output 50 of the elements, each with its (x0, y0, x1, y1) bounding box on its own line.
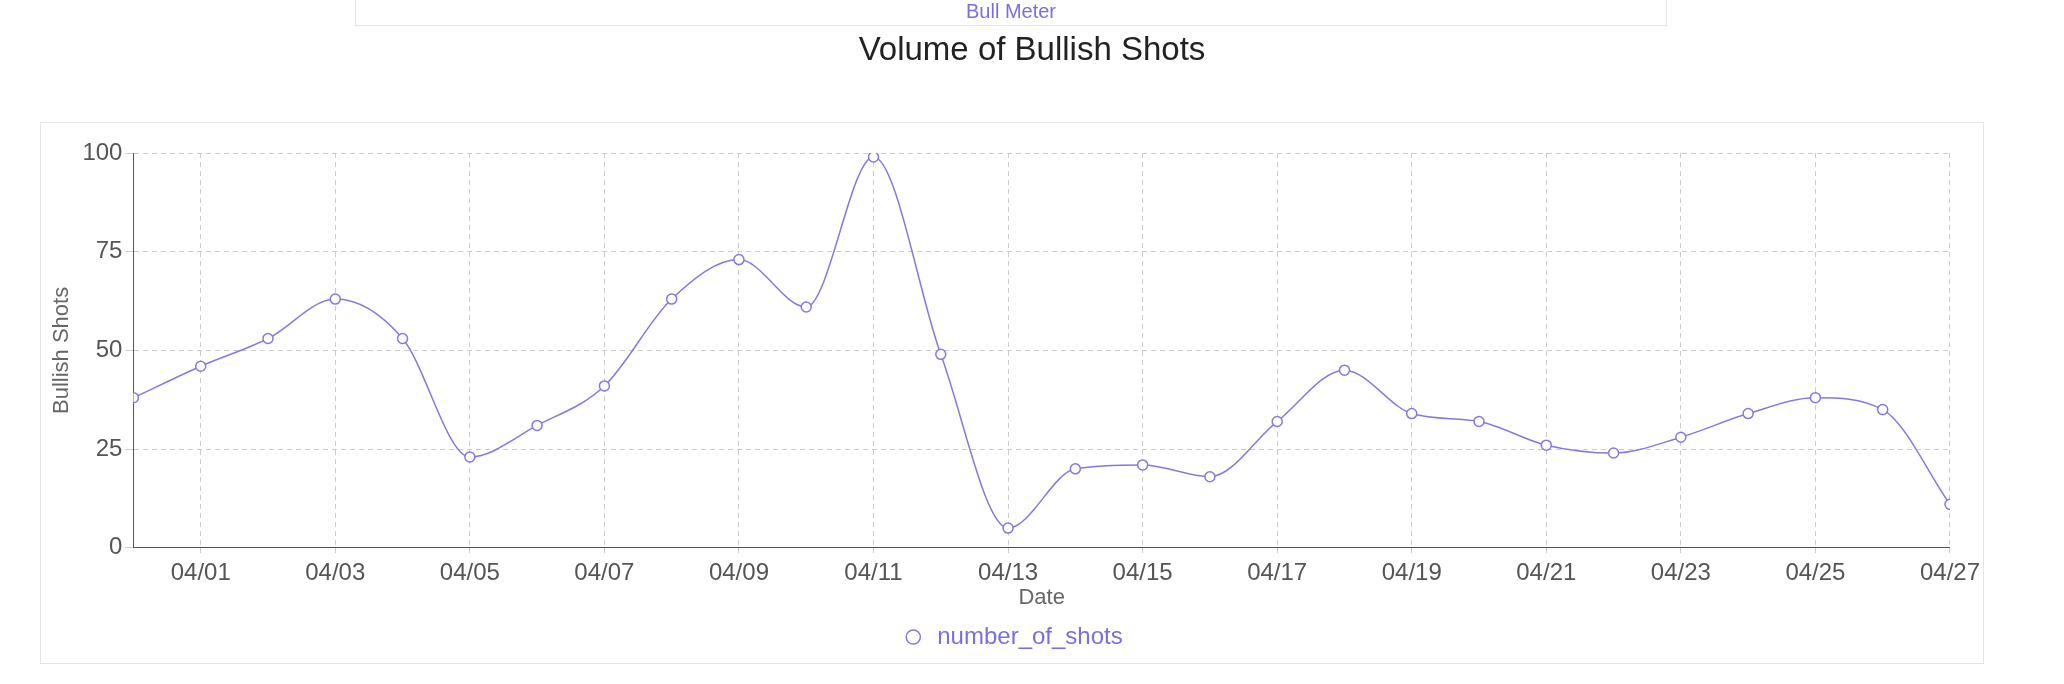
point (1675, 431, 1687, 444)
x-tick-label: 04/05 (439, 557, 500, 585)
y-axis-title: Bullish Shots (48, 286, 74, 414)
point (194, 360, 207, 372)
x-tick-label: 04/15 (1112, 557, 1173, 585)
point (262, 332, 274, 345)
legend-label: number_of_shots (937, 621, 1123, 649)
point (1204, 470, 1216, 483)
x-tick-label: 04/19 (1381, 557, 1442, 585)
point (733, 253, 745, 266)
point (1271, 415, 1283, 428)
x-tick-label: 04/21 (1516, 557, 1577, 585)
point (1876, 403, 1889, 416)
y-tick-label: 0 (109, 532, 123, 560)
x-tick-label: 04/23 (1650, 557, 1711, 585)
point (1136, 459, 1149, 471)
point (1405, 407, 1418, 420)
point (1338, 364, 1351, 376)
x-tick-label: 04/11 (844, 557, 903, 585)
point (935, 348, 947, 361)
y-tick-label: 75 (95, 236, 123, 264)
point (598, 380, 611, 392)
y-tick-label: 100 (82, 137, 123, 165)
x-tick-label: 04/03 (305, 557, 366, 585)
point (1002, 522, 1014, 534)
point (329, 293, 342, 305)
point (867, 153, 880, 163)
point (464, 451, 476, 463)
x-tick-label: 04/09 (708, 557, 769, 585)
y-tick-label: 25 (95, 433, 123, 461)
point (1540, 439, 1553, 451)
x-tick-label: 04/17 (1247, 557, 1308, 585)
point (1473, 415, 1485, 428)
point (1742, 407, 1754, 420)
x-axis-title: Date (1018, 583, 1065, 609)
point (800, 301, 812, 313)
point (396, 332, 409, 345)
chart-title: Volume of Bullish Shots (857, 30, 1207, 68)
point (665, 293, 678, 305)
point (1809, 392, 1822, 404)
point (531, 419, 543, 432)
text: Bull Meter (355, 0, 1667, 26)
x-tick-label: 04/27 (1919, 557, 1980, 585)
point (1069, 463, 1082, 475)
x-tick-label: 04/25 (1785, 557, 1846, 585)
x-tick-label: 04/07 (574, 557, 635, 585)
x-tick-label: 04/13 (978, 557, 1039, 585)
point (1607, 447, 1620, 459)
x-tick-label: 04/01 (170, 557, 231, 585)
y-tick-label: 50 (95, 335, 123, 363)
